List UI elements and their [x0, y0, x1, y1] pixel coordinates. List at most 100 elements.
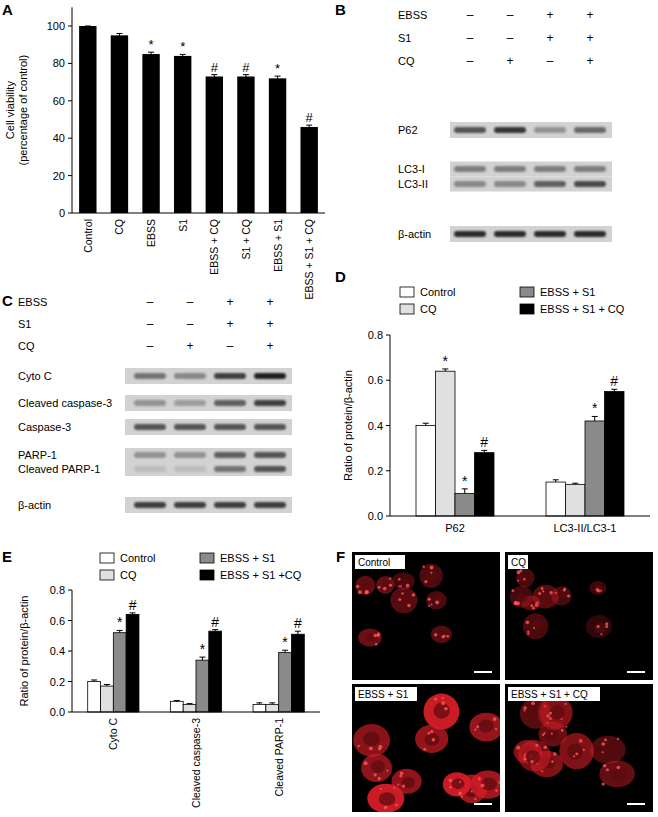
nucleus	[401, 777, 415, 788]
bar	[101, 686, 114, 712]
bar	[436, 371, 456, 516]
y-axis-label: (percentage of control)	[17, 55, 29, 166]
puncta	[459, 781, 461, 783]
puncta	[364, 761, 368, 765]
band	[214, 373, 246, 379]
band	[214, 466, 246, 472]
puncta	[476, 725, 479, 728]
blot-strip	[125, 395, 292, 411]
error-bar	[553, 480, 559, 482]
y-tick	[68, 175, 72, 176]
cell	[376, 576, 394, 594]
panel-letter: F	[336, 548, 345, 565]
cell	[415, 725, 448, 753]
significance: *	[592, 400, 598, 416]
puncta	[541, 587, 544, 590]
puncta	[603, 764, 606, 767]
puncta	[424, 580, 427, 583]
puncta	[407, 604, 411, 608]
nucleus	[363, 732, 380, 747]
error-bar	[211, 75, 217, 79]
condition-state: –	[467, 31, 474, 45]
error-bar	[180, 54, 186, 57]
bar	[266, 704, 279, 712]
nucleus	[526, 750, 541, 764]
y-tick	[68, 63, 72, 64]
condition-state: –	[187, 295, 194, 309]
blot-strip	[125, 368, 292, 384]
band	[134, 400, 166, 406]
significance: *	[180, 39, 185, 54]
image-label: EBSS + S1 + CQ	[511, 689, 588, 700]
y-tick	[386, 380, 390, 381]
condition-label: S1	[18, 318, 31, 330]
band	[134, 502, 166, 508]
condition-state: +	[266, 295, 273, 309]
puncta	[389, 584, 392, 587]
y-tick-label: 0.4	[368, 420, 383, 432]
error-bar	[148, 52, 154, 56]
x-tick-label: LC3-II/LC3-1	[554, 522, 617, 534]
legend-label: EBSS + S1 +CQ	[220, 569, 302, 581]
blot-strip	[125, 497, 292, 513]
puncta	[380, 788, 382, 790]
error-bar	[592, 416, 598, 421]
puncta	[428, 605, 430, 607]
puncta	[374, 773, 377, 776]
condition-state: –	[467, 54, 474, 68]
condition-state: –	[147, 339, 154, 353]
error-bar	[187, 703, 193, 705]
cell	[355, 576, 375, 596]
bar	[174, 56, 191, 213]
puncta	[605, 622, 608, 625]
puncta	[431, 603, 433, 605]
significance: #	[211, 614, 219, 630]
puncta	[430, 572, 432, 574]
error-bar	[130, 613, 136, 615]
bar	[546, 482, 566, 516]
row-label: β-actin	[18, 499, 51, 511]
cell	[469, 713, 500, 742]
error-bar	[269, 703, 275, 705]
band	[574, 181, 606, 187]
x-tick-label: EBSS + CQ	[208, 219, 220, 275]
nucleus	[478, 720, 493, 733]
condition-state: +	[226, 295, 233, 309]
puncta	[442, 697, 444, 699]
nucleus	[600, 742, 616, 755]
y-tick-label: 0.8	[50, 584, 65, 596]
band	[254, 373, 286, 379]
error-bar	[104, 685, 110, 687]
x-tick-label: S1	[177, 219, 189, 232]
band	[454, 166, 486, 172]
bar	[475, 453, 495, 516]
puncta	[551, 760, 554, 763]
x-axis	[72, 213, 325, 214]
bar	[170, 701, 183, 712]
cell	[559, 733, 594, 769]
puncta	[575, 752, 578, 755]
error-bar	[212, 630, 218, 632]
row-label: LC3-II	[398, 178, 428, 190]
image-label-box	[355, 687, 417, 701]
puncta	[444, 635, 446, 637]
puncta	[430, 566, 434, 570]
y-tick-label: 0.0	[50, 706, 65, 718]
error-bar	[462, 489, 468, 494]
blot-strip	[450, 162, 612, 177]
nucleus	[545, 730, 558, 741]
puncta	[524, 758, 527, 761]
puncta	[446, 635, 449, 638]
y-tick	[386, 470, 390, 471]
puncta	[399, 775, 402, 778]
nucleus	[550, 705, 565, 720]
cell	[419, 564, 442, 588]
error-bar	[423, 423, 429, 425]
y-tick-label: 0.2	[50, 676, 65, 688]
bar	[566, 484, 586, 516]
legend-label: EBSS + S1	[540, 286, 595, 298]
puncta	[600, 633, 602, 635]
puncta	[365, 590, 369, 594]
puncta	[601, 742, 605, 746]
blot-strip	[125, 462, 292, 476]
